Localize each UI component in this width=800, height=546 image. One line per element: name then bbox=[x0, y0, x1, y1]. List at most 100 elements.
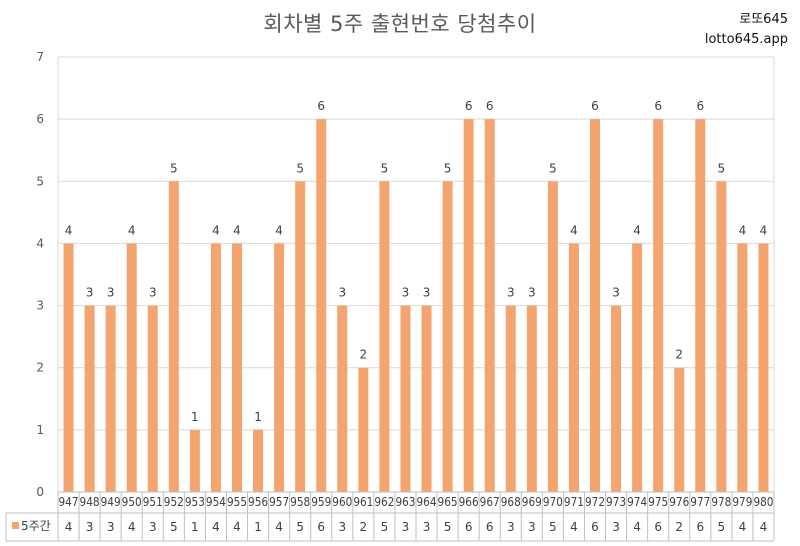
bar bbox=[547, 181, 558, 493]
table-value: 5 bbox=[381, 520, 389, 534]
table-value: 6 bbox=[465, 520, 473, 534]
x-tick-label: 953 bbox=[185, 495, 205, 509]
bar bbox=[126, 243, 137, 492]
x-tick-label: 965 bbox=[438, 495, 458, 509]
x-tick-label: 964 bbox=[417, 495, 437, 509]
x-tick-label: 976 bbox=[669, 495, 689, 509]
data-label: 6 bbox=[696, 99, 704, 113]
table-value: 4 bbox=[275, 520, 283, 534]
x-tick-label: 966 bbox=[459, 495, 479, 509]
table-value: 5 bbox=[718, 520, 726, 534]
table-value: 3 bbox=[338, 520, 346, 534]
bar bbox=[568, 243, 579, 492]
data-label: 3 bbox=[528, 286, 536, 300]
chart-title: 회차별 5주 출현번호 당첨추이 bbox=[263, 12, 537, 36]
bar bbox=[316, 119, 327, 493]
data-label: 5 bbox=[444, 161, 452, 175]
data-label: 4 bbox=[760, 223, 768, 237]
table-value: 3 bbox=[149, 520, 157, 534]
data-label: 6 bbox=[317, 99, 325, 113]
x-tick-label: 947 bbox=[59, 495, 79, 509]
x-tick-label: 970 bbox=[543, 495, 563, 509]
data-label: 2 bbox=[675, 348, 683, 362]
data-label: 4 bbox=[65, 223, 73, 237]
data-label: 3 bbox=[423, 286, 431, 300]
bar bbox=[653, 119, 664, 493]
data-label: 5 bbox=[718, 161, 726, 175]
x-tick-label: 973 bbox=[606, 495, 626, 509]
table-value: 4 bbox=[633, 520, 641, 534]
x-tick-label: 960 bbox=[332, 495, 352, 509]
x-tick-label: 972 bbox=[585, 495, 605, 509]
data-label: 4 bbox=[570, 223, 578, 237]
x-tick-label: 950 bbox=[122, 495, 142, 509]
y-tick-label: 4 bbox=[36, 236, 44, 250]
bar bbox=[716, 181, 727, 493]
table-value: 4 bbox=[65, 520, 73, 534]
bar bbox=[590, 119, 600, 493]
y-tick-label: 2 bbox=[36, 361, 44, 375]
data-label: 4 bbox=[233, 223, 241, 237]
table-value: 4 bbox=[760, 520, 768, 534]
data-label: 4 bbox=[739, 223, 747, 237]
x-tick-label: 957 bbox=[269, 495, 289, 509]
x-tick-label: 974 bbox=[627, 495, 647, 509]
y-tick-label: 5 bbox=[36, 174, 44, 188]
brand: 로또645 lotto645.app bbox=[705, 10, 788, 50]
x-tick-label: 959 bbox=[311, 495, 331, 509]
table-value: 2 bbox=[360, 520, 368, 534]
table-value: 3 bbox=[612, 520, 620, 534]
data-label: 3 bbox=[402, 286, 410, 300]
bar bbox=[63, 243, 74, 492]
data-label: 4 bbox=[212, 223, 220, 237]
bar bbox=[253, 429, 264, 492]
bar bbox=[442, 181, 453, 493]
plot-frame bbox=[57, 56, 775, 493]
x-tick-label: 958 bbox=[290, 495, 310, 509]
data-label: 4 bbox=[275, 223, 283, 237]
x-tick-label: 967 bbox=[480, 495, 500, 509]
bar bbox=[232, 243, 242, 492]
bar bbox=[463, 119, 474, 493]
x-tick-label: 956 bbox=[248, 495, 268, 509]
data-label: 3 bbox=[507, 286, 515, 300]
table-value: 3 bbox=[528, 520, 536, 534]
data-label: 5 bbox=[549, 161, 557, 175]
bar bbox=[379, 181, 390, 493]
bar bbox=[400, 305, 411, 492]
bar bbox=[611, 305, 622, 492]
table-value: 3 bbox=[402, 520, 410, 534]
x-tick-label: 975 bbox=[648, 495, 668, 509]
bar bbox=[274, 243, 285, 492]
table-value: 5 bbox=[170, 520, 178, 534]
table-value: 3 bbox=[107, 520, 115, 534]
table-value: 5 bbox=[296, 520, 304, 534]
brand-name: 로또645 bbox=[739, 12, 788, 27]
table-value: 5 bbox=[549, 520, 557, 534]
table-value: 6 bbox=[654, 520, 662, 534]
data-label: 1 bbox=[254, 410, 262, 424]
data-label: 6 bbox=[591, 99, 599, 113]
data-label: 3 bbox=[612, 286, 620, 300]
bar bbox=[695, 119, 706, 493]
table-value: 4 bbox=[128, 520, 136, 534]
table-value: 4 bbox=[212, 520, 220, 534]
y-tick-label: 1 bbox=[36, 423, 44, 437]
bar bbox=[505, 305, 516, 492]
data-label: 4 bbox=[128, 223, 136, 237]
x-tick-label: 949 bbox=[101, 495, 121, 509]
x-tick-label: 980 bbox=[753, 495, 773, 509]
bar bbox=[674, 367, 685, 492]
x-tick-label: 948 bbox=[80, 495, 100, 509]
data-label: 5 bbox=[296, 161, 304, 175]
x-tick-label: 968 bbox=[501, 495, 521, 509]
bar bbox=[737, 243, 748, 492]
data-label: 6 bbox=[465, 99, 473, 113]
table-value: 6 bbox=[486, 520, 494, 534]
table-value: 6 bbox=[317, 520, 325, 534]
table-value: 3 bbox=[507, 520, 515, 534]
x-tick-label: 977 bbox=[690, 495, 710, 509]
data-label: 3 bbox=[107, 286, 115, 300]
bar bbox=[295, 181, 306, 493]
